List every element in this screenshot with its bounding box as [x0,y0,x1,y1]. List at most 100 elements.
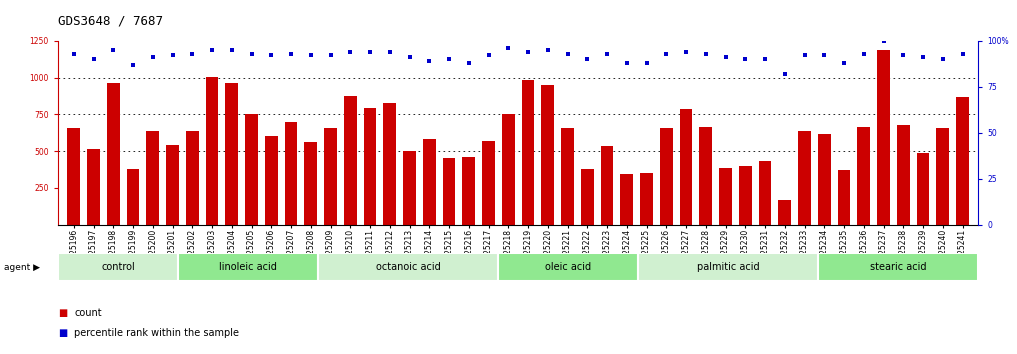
Bar [126,169,139,225]
Bar [285,122,297,225]
Bar [423,139,435,225]
Point [441,56,458,62]
Point [85,56,102,62]
Bar [178,253,318,281]
Point [698,51,714,56]
Point [184,51,200,56]
Bar [620,174,634,225]
Text: agent ▶: agent ▶ [4,263,40,272]
Bar [166,144,179,225]
Point [678,49,695,55]
Point [717,55,733,60]
Bar [819,253,978,281]
Point [480,53,496,58]
Point [599,51,615,56]
Point [322,53,339,58]
Point [737,56,754,62]
Point [559,51,576,56]
Bar [226,84,238,225]
Point [165,53,181,58]
Bar [798,131,811,225]
Bar [498,253,639,281]
Point [876,38,892,44]
Point [263,53,280,58]
Text: count: count [74,308,102,318]
Text: oleic acid: oleic acid [545,262,591,272]
Bar [146,131,160,225]
Text: stearic acid: stearic acid [871,262,926,272]
Text: control: control [101,262,135,272]
Point [125,62,141,68]
Point [402,55,418,60]
Bar [640,173,653,225]
Bar [838,170,850,225]
Point [224,47,240,53]
Point [105,47,121,53]
Point [915,55,932,60]
Bar [561,127,574,225]
Point [461,60,477,65]
Bar [107,84,120,225]
Text: ■: ■ [58,308,67,318]
Bar [205,77,219,225]
Bar [719,168,732,225]
Point [144,55,161,60]
Bar [679,109,693,225]
Point [421,58,437,64]
Bar [482,141,495,225]
Text: palmitic acid: palmitic acid [697,262,760,272]
Point [777,71,793,77]
Point [895,53,911,58]
Bar [304,142,317,225]
Bar [581,169,594,225]
Point [303,53,319,58]
Point [66,51,82,56]
Bar [601,146,613,225]
Point [243,51,259,56]
Bar [383,103,397,225]
Point [381,49,398,55]
Text: GDS3648 / 7687: GDS3648 / 7687 [58,14,163,27]
Bar [264,136,278,225]
Point [362,49,378,55]
Bar [501,114,515,225]
Bar [541,85,554,225]
Text: linoleic acid: linoleic acid [219,262,277,272]
Point [283,51,299,56]
Point [342,49,358,55]
Bar [739,166,752,225]
Bar [639,253,819,281]
Point [658,51,674,56]
Point [540,47,556,53]
Bar [660,127,672,225]
Bar [700,127,712,225]
Text: octanoic acid: octanoic acid [375,262,440,272]
Bar [87,149,100,225]
Bar [522,80,535,225]
Point [500,45,517,51]
Bar [916,153,930,225]
Point [796,53,813,58]
Point [520,49,536,55]
Bar [857,127,871,225]
Point [639,60,655,65]
Bar [58,253,178,281]
Point [836,60,852,65]
Point [855,51,872,56]
Bar [344,96,357,225]
Bar [442,158,456,225]
Bar [186,131,198,225]
Point [817,53,833,58]
Point [579,56,595,62]
Bar [67,127,80,225]
Point [618,60,635,65]
Bar [818,134,831,225]
Bar [778,200,791,225]
Bar [364,108,376,225]
Bar [759,161,772,225]
Bar [956,97,969,225]
Bar [403,151,416,225]
Bar [245,114,258,225]
Point [954,51,970,56]
Bar [937,129,949,225]
